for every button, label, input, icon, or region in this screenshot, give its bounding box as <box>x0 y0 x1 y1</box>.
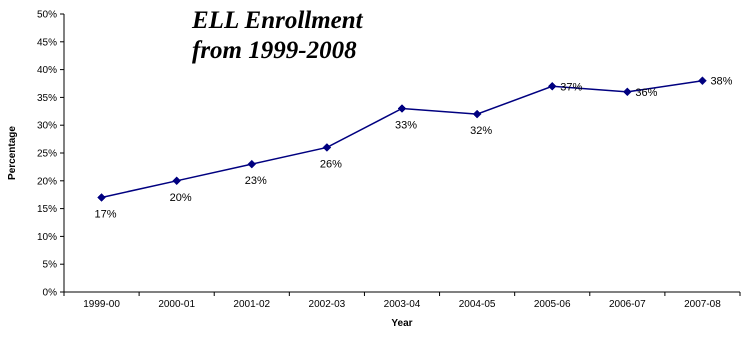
x-tick-label: 1999-00 <box>83 299 120 310</box>
x-tick-label: 2002-03 <box>309 299 346 310</box>
x-tick-label: 2006-07 <box>609 299 646 310</box>
x-axis-title: Year <box>391 318 412 329</box>
y-ticks: 0% 5% 10% 15% 20% 25% 30% 35% 40% 45% 50% <box>37 10 64 299</box>
y-tick-label: 50% <box>37 10 57 21</box>
y-tick-label: 30% <box>37 121 57 132</box>
series-line <box>101 79 703 199</box>
data-point-marker <box>97 193 106 202</box>
y-tick-label: 20% <box>37 176 57 187</box>
x-tick-label: 2000-01 <box>158 299 195 310</box>
data-label: 38% <box>710 76 732 88</box>
y-axis-title: Percentage <box>7 126 18 180</box>
y-tick-label: 45% <box>37 37 57 48</box>
y-tick-label: 5% <box>43 260 58 271</box>
series-layer: 17% 20% 23% 26% 33% 32% 37% 36% 38% <box>95 76 733 221</box>
x-tick-label: 2007-08 <box>684 299 721 310</box>
data-point-marker <box>622 87 632 97</box>
data-label: 23% <box>245 175 267 187</box>
chart-title-line: ELL Enrollment <box>191 7 364 34</box>
data-point-marker <box>247 159 257 169</box>
y-tick-label: 35% <box>37 93 57 104</box>
data-label: 26% <box>320 158 342 170</box>
x-tick-label: 2001-02 <box>233 299 270 310</box>
data-point-marker <box>698 76 707 86</box>
data-point-marker <box>322 143 332 152</box>
x-tick-label: 2005-06 <box>534 299 571 310</box>
y-tick-label: 40% <box>37 65 57 76</box>
data-label: 37% <box>560 81 582 93</box>
y-tick-label: 25% <box>37 149 57 160</box>
x-tick-label: 2004-05 <box>459 299 496 310</box>
y-tick-label: 0% <box>43 288 58 299</box>
data-label: 20% <box>170 192 192 204</box>
data-label: 36% <box>635 87 657 99</box>
data-label: 33% <box>395 120 417 132</box>
data-point-marker <box>472 109 482 119</box>
x-ticks: 1999-00 2000-01 2001-02 2002-03 2003-04 2004-… <box>63 292 741 310</box>
chart-title: ELL Enrollment from 1999-2008 <box>191 7 364 64</box>
data-label: 17% <box>95 208 117 220</box>
data-label: 32% <box>470 125 492 137</box>
y-tick-label: 10% <box>37 232 57 243</box>
data-point-marker <box>172 176 182 186</box>
data-point-marker <box>397 104 407 113</box>
y-tick-label: 15% <box>37 204 57 215</box>
chart-title-line: from 1999-2008 <box>192 37 357 64</box>
data-point-marker <box>547 81 557 91</box>
axes <box>63 14 740 293</box>
x-tick-label: 2003-04 <box>384 299 421 310</box>
